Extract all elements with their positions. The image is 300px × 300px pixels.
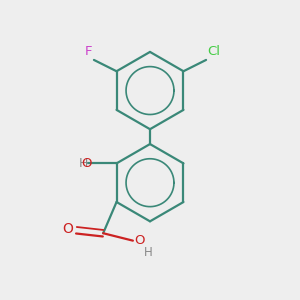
Text: O: O (82, 157, 92, 170)
Text: Cl: Cl (208, 46, 220, 59)
Text: H: H (144, 246, 153, 259)
Text: H: H (78, 157, 88, 170)
Text: O: O (62, 222, 73, 236)
Text: F: F (85, 46, 92, 59)
Text: O: O (134, 234, 145, 247)
